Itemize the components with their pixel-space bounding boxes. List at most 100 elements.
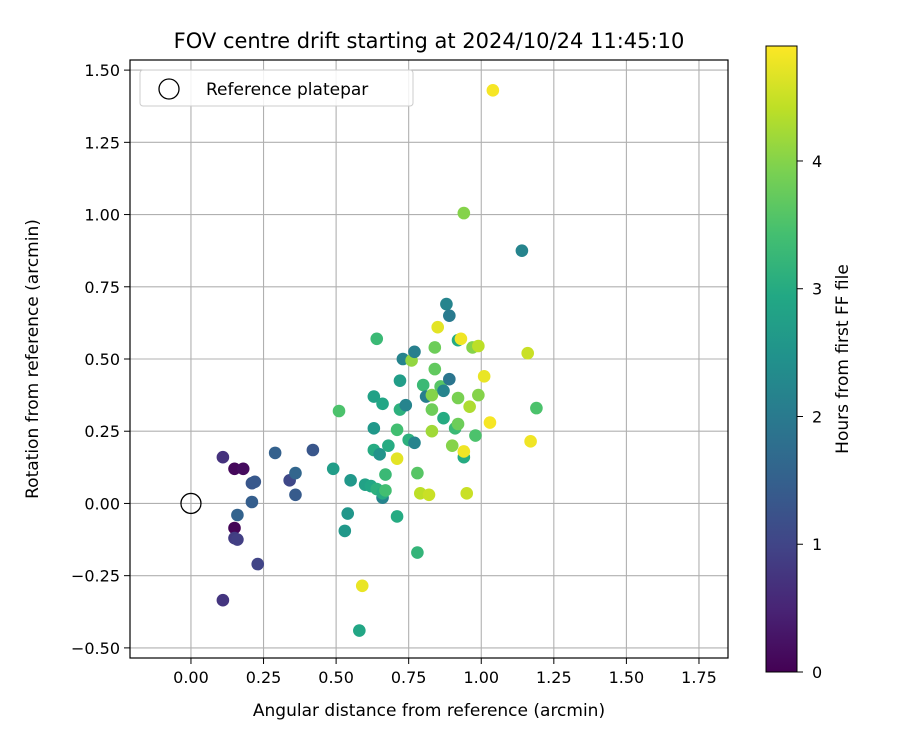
data-point — [408, 436, 421, 450]
x-tick-label: 0.75 — [391, 668, 427, 687]
chart-title: FOV centre drift starting at 2024/10/24 … — [174, 29, 685, 53]
colorbar-tick-label: 2 — [812, 407, 822, 426]
data-point — [457, 206, 471, 220]
data-point — [306, 443, 320, 457]
y-axis-ticks: −0.50 −0.25 0.00 0.25 0.50 0.75 1.00 1.25 1.50 — [71, 61, 130, 658]
data-point — [457, 445, 471, 458]
x-tick-label: 1.25 — [536, 668, 572, 687]
data-point — [515, 244, 529, 257]
data-point — [245, 495, 259, 509]
data-point — [251, 557, 265, 571]
data-point — [231, 533, 244, 546]
data-point — [216, 450, 230, 464]
data-point — [425, 388, 439, 402]
data-point — [390, 452, 404, 465]
data-point — [344, 474, 357, 487]
colorbar-tick-label: 4 — [812, 152, 822, 171]
data-point — [382, 439, 395, 452]
data-point — [437, 411, 450, 425]
data-point — [411, 546, 424, 559]
data-point — [390, 510, 404, 523]
data-point — [521, 346, 534, 360]
x-tick-label: 0.25 — [246, 668, 282, 687]
data-point — [248, 475, 262, 489]
y-tick-label: 0.75 — [84, 278, 120, 297]
data-point — [428, 341, 442, 354]
y-tick-label: 1.00 — [84, 206, 120, 225]
data-point — [399, 398, 413, 412]
data-point — [338, 524, 352, 538]
data-points — [216, 84, 543, 637]
data-point — [390, 423, 404, 437]
data-point — [530, 401, 543, 415]
data-point — [353, 624, 366, 637]
colorbar-ticks: 0 1 2 3 4 — [797, 152, 822, 682]
data-point — [469, 429, 482, 442]
colorbar: 0 1 2 3 4 Hours from first FF file — [765, 45, 853, 682]
data-point — [451, 417, 465, 431]
data-point — [454, 332, 468, 346]
data-point — [460, 487, 474, 500]
colorbar-label: Hours from first FF file — [833, 264, 853, 454]
data-point — [425, 424, 439, 438]
colorbar-tick-label: 0 — [812, 663, 822, 682]
data-point — [393, 374, 407, 387]
data-point — [236, 462, 250, 476]
data-point — [472, 388, 485, 402]
data-point — [428, 362, 442, 376]
x-tick-label: 0.50 — [318, 668, 354, 687]
colorbar-tick-label: 1 — [812, 535, 822, 554]
y-tick-label: 0.00 — [84, 494, 120, 513]
data-point — [326, 462, 340, 476]
data-point — [379, 468, 392, 481]
data-point — [216, 593, 230, 607]
reference-platepar-marker — [180, 492, 202, 515]
y-tick-label: 1.25 — [84, 133, 120, 152]
legend: Reference platepar — [139, 69, 414, 107]
x-tick-label: 1.75 — [681, 668, 717, 687]
data-point — [425, 403, 439, 416]
y-tick-label: −0.50 — [71, 639, 120, 658]
data-point — [431, 320, 445, 334]
colorbar-gradient — [765, 45, 798, 673]
data-point — [443, 372, 456, 386]
data-point — [408, 345, 421, 359]
data-point — [332, 404, 346, 418]
data-point — [451, 391, 465, 405]
data-point — [445, 439, 459, 452]
data-point — [289, 466, 302, 480]
data-point — [379, 484, 392, 497]
x-tick-label: 1.00 — [463, 668, 499, 687]
data-point — [355, 579, 369, 593]
data-point — [341, 507, 355, 520]
legend-label: Reference platepar — [206, 80, 368, 100]
data-point — [231, 508, 244, 522]
data-point — [416, 378, 430, 392]
y-tick-label: 0.50 — [84, 350, 120, 369]
data-point — [486, 84, 500, 97]
data-point — [472, 339, 485, 353]
data-point — [268, 446, 282, 460]
x-axis-label: Angular distance from reference (arcmin) — [253, 701, 605, 721]
data-point — [437, 384, 450, 398]
y-tick-label: 0.25 — [84, 422, 120, 441]
data-point — [524, 435, 537, 448]
data-point — [440, 297, 453, 311]
data-point — [483, 416, 497, 429]
data-point — [376, 397, 389, 411]
x-axis-ticks: 0.00 0.25 0.50 0.75 1.00 1.25 1.50 1.75 — [173, 658, 717, 687]
data-point — [411, 466, 424, 480]
y-tick-label: −0.25 — [71, 567, 120, 586]
data-point — [373, 448, 386, 461]
colorbar-tick-label: 3 — [812, 280, 822, 299]
data-point — [443, 309, 456, 322]
y-tick-label: 1.50 — [84, 61, 120, 80]
data-point — [228, 521, 241, 535]
data-point — [289, 488, 302, 502]
data-point — [463, 400, 476, 413]
legend-box — [139, 69, 414, 107]
data-point — [367, 422, 381, 435]
grid-lines — [130, 60, 728, 658]
data-point — [477, 370, 491, 383]
